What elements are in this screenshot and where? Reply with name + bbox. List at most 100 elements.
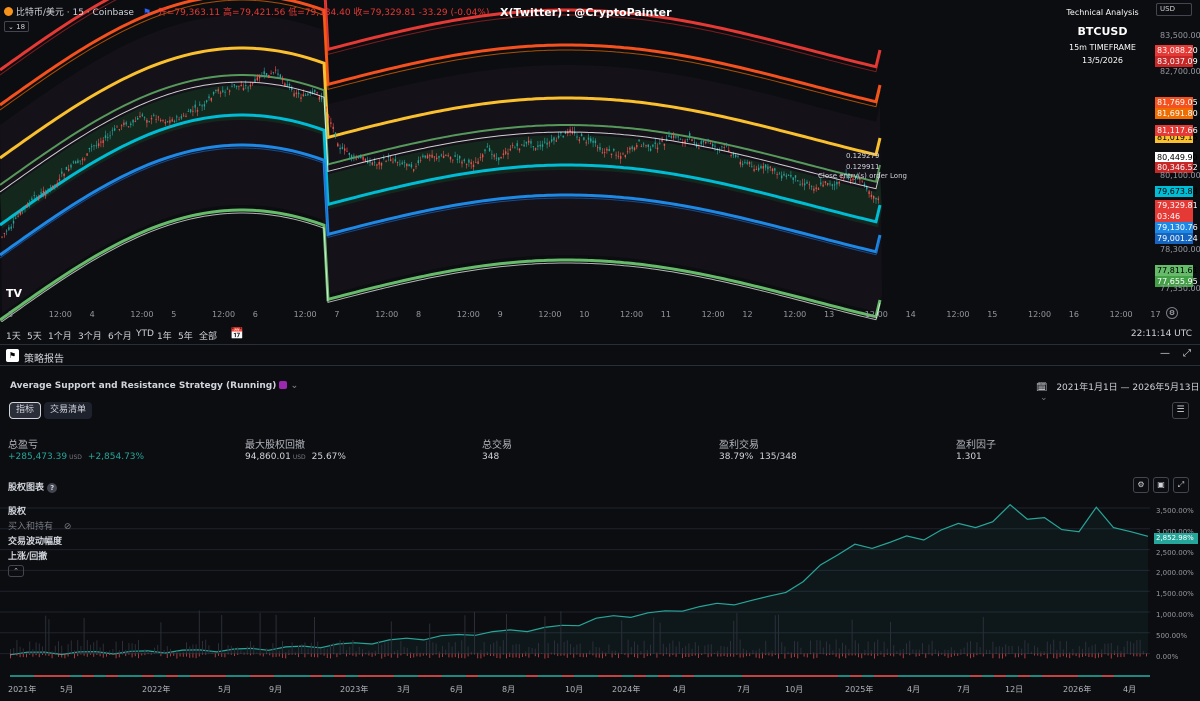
time-axis-label: 12:00 (456, 310, 480, 319)
report-header: ⚑ 策略报告 — ⤢ (0, 346, 1200, 366)
currency-value: USD (1160, 5, 1175, 13)
settings-icon[interactable]: ⚙ (1166, 307, 1178, 319)
strategy-report-panel: ⚑ 策略报告 — ⤢ Average Support and Resistanc… (0, 346, 1200, 701)
watermark: X(Twitter) : @CryptoPainter (500, 6, 672, 19)
tab-trade-list-label: 交易清单 (50, 405, 87, 415)
equity-title: 股权图表 ? (8, 480, 58, 493)
equity-x-label: 12日 (1005, 685, 1024, 694)
range-2[interactable]: 1个月 (48, 332, 72, 342)
minimize-icon[interactable]: — (1160, 348, 1170, 359)
chevron-down-icon: ⌄ (1040, 393, 1048, 403)
symbol-title: 比特币/美元 · 15 · Coinbase (15, 8, 134, 18)
symbol-legend[interactable]: 比特币/美元 · 15 · Coinbase ⚑ 开=79,363.11 高=7… (4, 5, 489, 18)
indicator-toggle[interactable]: ⌄ 18 (4, 21, 30, 32)
bitcoin-icon (4, 7, 13, 16)
kpi-value: 38.79% 135/348 (719, 452, 797, 462)
info-title: Technical Analysis (1066, 8, 1139, 17)
equity-chart[interactable] (0, 496, 1200, 696)
date-range-picker[interactable]: 🗓 2021年1月1日 — 2026年5月13日 ⌄ (1036, 380, 1200, 403)
equity-x-label: 2023年 (340, 685, 369, 694)
price-level-label: 80,100.00 (1160, 171, 1200, 180)
price-tag: 77,811.61 (1155, 265, 1198, 276)
collapse-legend-icon[interactable]: ⌃ (8, 565, 24, 577)
time-axis-label: 12:00 (783, 310, 807, 319)
fullscreen-icon[interactable]: ⤢ (1173, 477, 1189, 493)
equity-x-label: 2021年 (8, 685, 37, 694)
time-axis-label: 14 (905, 310, 916, 319)
time-axis-label: 11 (660, 310, 671, 319)
price-tag: 83,037.09 (1155, 56, 1198, 67)
price-tag: 80,346.52 (1155, 162, 1198, 173)
flag-icon[interactable]: ⚑ (142, 8, 151, 18)
equity-y-label: 0.00% (1156, 652, 1179, 661)
time-axis-label: 12:00 (375, 310, 399, 319)
help-icon[interactable]: ? (47, 483, 58, 493)
price-tag: 81,019.15 (1155, 132, 1198, 143)
range-6[interactable]: 1年 (157, 332, 172, 342)
range-3[interactable]: 3个月 (78, 332, 102, 342)
table-view-icon[interactable]: ☰ (1172, 402, 1189, 419)
info-box: Technical Analysis BTCUSD 15m TIMEFRAME … (1060, 8, 1145, 65)
price-chart-canvas[interactable] (0, 0, 1200, 322)
chart-settings-icon[interactable]: ⚙ (1133, 477, 1149, 493)
range-1[interactable]: 5天 (27, 332, 42, 342)
range-8[interactable]: 全部 (199, 332, 218, 342)
camera-icon[interactable]: ▣ (1153, 477, 1169, 493)
range-0[interactable]: 1天 (6, 332, 21, 342)
time-axis-label: 3 (8, 310, 14, 319)
time-axis-label: 12:00 (130, 310, 154, 319)
kpi-value: 94,860.01 USD 25.67% (245, 452, 346, 462)
time-axis-label: 17 (1150, 310, 1161, 319)
order-label-2: 0.129911 (846, 163, 880, 171)
strategy-icon: ⚑ (6, 349, 19, 362)
indicator-count: 18 (16, 23, 26, 31)
equity-y-label: 1,000.00% (1156, 611, 1194, 619)
time-axis-label: 7 (334, 310, 340, 319)
time-axis-label: 9 (497, 310, 503, 319)
range-5[interactable]: YTD (136, 329, 154, 339)
clock[interactable]: 22:11:14 UTC (1130, 329, 1192, 339)
time-axis-label: 12:00 (946, 310, 970, 319)
chevron-down-icon: ⌄ (8, 23, 14, 31)
price-tag: 81,691.80 (1155, 108, 1198, 119)
time-axis-label: 6 (252, 310, 258, 319)
range-7[interactable]: 5年 (178, 332, 193, 342)
legend-buy-hold[interactable]: 买入和持有 ⊘ (8, 519, 71, 532)
calendar-range-icon[interactable]: 📅 (230, 327, 244, 340)
eye-off-icon[interactable]: ⊘ (63, 522, 72, 532)
time-axis-label: 15 (987, 310, 998, 319)
tab-trade-list[interactable]: 交易清单 (44, 402, 93, 419)
time-axis-label: 12:00 (864, 310, 888, 319)
equity-x-label: 6月 (450, 685, 464, 694)
equity-y-label: 1,500.00% (1156, 590, 1194, 599)
equity-x-label: 7月 (737, 685, 751, 694)
equity-x-label: 10月 (565, 685, 584, 694)
legend-runup-drawdown[interactable]: 上涨/回撤 (8, 552, 48, 562)
price-level-label: 83,500.00 (1160, 31, 1200, 40)
report-tab-title[interactable]: 策略报告 (24, 354, 64, 365)
price-tag: 79,130.76 (1155, 222, 1198, 233)
date-range-value: 2021年1月1日 — 2026年5月13日 (1056, 383, 1200, 393)
maximize-icon[interactable]: ⤢ (1183, 348, 1191, 359)
strategy-name[interactable]: Average Support and Resistance Strategy … (10, 381, 298, 391)
price-chart[interactable]: 比特币/美元 · 15 · Coinbase ⚑ 开=79,363.11 高=7… (0, 0, 1200, 322)
time-axis-label: 16 (1068, 310, 1079, 319)
time-axis-label: 12 (742, 310, 753, 319)
currency-select[interactable]: USD (1156, 3, 1192, 16)
chevron-down-icon[interactable]: ⌄ (290, 381, 299, 391)
legend-buy-hold-label: 买入和持有 (8, 522, 54, 532)
range-4[interactable]: 6个月 (108, 332, 132, 342)
equity-y-label: 3,500.00% (1156, 507, 1194, 515)
kpi-label: 盈利交易 (719, 440, 759, 451)
settings-badge-icon[interactable] (279, 381, 288, 389)
legend-equity[interactable]: 股权 (8, 507, 27, 517)
time-axis-label: 12:00 (701, 310, 725, 319)
equity-x-label: 2022年 (142, 685, 171, 694)
equity-x-label: 4月 (907, 685, 921, 694)
kpi-value: +285,473.39 USD +2,854.73% (8, 452, 145, 462)
legend-trade-excursion[interactable]: 交易波动幅度 (8, 537, 63, 547)
kpi-label: 盈利因子 (956, 440, 996, 451)
tab-metrics[interactable]: 指标 (9, 402, 42, 419)
time-axis-label: 12:00 (1028, 310, 1052, 319)
tradingview-logo: TV (6, 287, 23, 300)
